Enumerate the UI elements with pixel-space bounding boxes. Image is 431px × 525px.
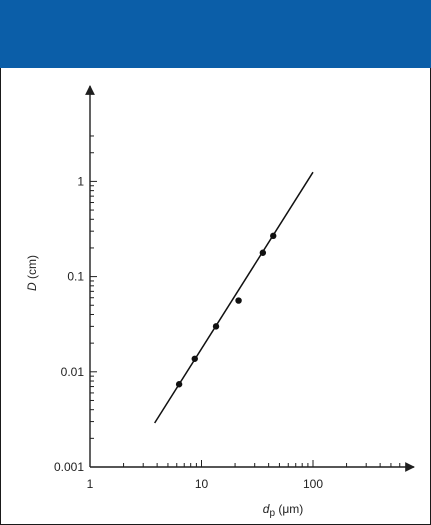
- data-point: [212, 323, 220, 330]
- x-axis-label-sub: p: [269, 508, 275, 519]
- data-point: [235, 297, 242, 304]
- x-axis-label-main: d: [263, 502, 270, 516]
- y-axis-label-unit: (cm): [25, 255, 39, 282]
- data-point: [191, 355, 198, 362]
- series-points-group: [175, 232, 277, 388]
- x-tick-label: 100: [303, 477, 323, 491]
- x-tick-labels: 1 10 100: [87, 477, 324, 491]
- x-axis-label-unit: (μm): [275, 502, 303, 516]
- x-axis-label: dp (μm): [263, 502, 304, 519]
- x-tick-label: 1: [87, 477, 94, 491]
- y-tick-labels: 0.001 0.01 0.1 1: [54, 174, 84, 474]
- header-bar: [0, 0, 431, 68]
- y-axis-label: D (cm): [25, 255, 39, 291]
- data-point: [259, 249, 267, 256]
- y-ticks: [90, 135, 97, 468]
- y-tick-label: 0.01: [61, 365, 85, 379]
- y-tick-label: 1: [77, 174, 84, 188]
- y-tick-label: 0.1: [67, 270, 84, 284]
- x-ticks: [89, 460, 401, 467]
- x-tick-label: 10: [195, 477, 209, 491]
- y-tick-label: 0.001: [54, 460, 84, 474]
- y-axis-label-main: D: [25, 282, 39, 291]
- series-line-group: [154, 171, 314, 424]
- data-point: [175, 381, 183, 388]
- fit-line: [154, 171, 314, 424]
- data-point: [270, 232, 277, 240]
